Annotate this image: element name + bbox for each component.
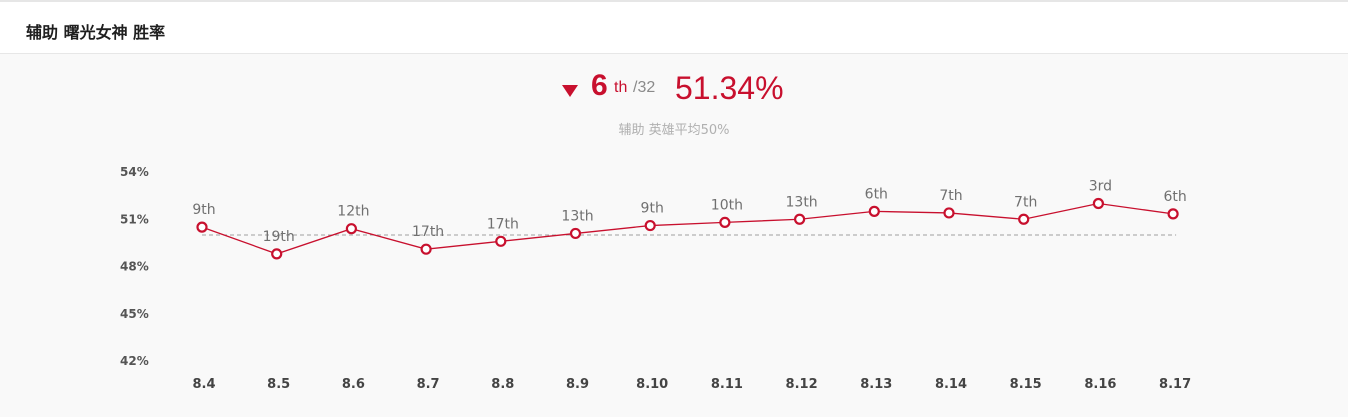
point-rank-label: 17th	[412, 224, 444, 240]
panel-header: 辅助 曙光女神 胜率	[0, 2, 1348, 54]
point-rank-label: 13th	[561, 208, 593, 224]
trend-down-icon	[562, 85, 578, 97]
point-rank-label: 7th	[1014, 194, 1037, 210]
x-axis: 8.4 8.5 8.6 8.7 8.8 8.9 8.10 8.11 8.12 8.13 8.14 8.…	[192, 377, 1191, 392]
x-tick-label: 8.17	[1159, 377, 1191, 392]
win-rate-value: 51.34%	[675, 70, 784, 106]
data-point	[1167, 208, 1179, 220]
point-rank-label: 7th	[939, 188, 962, 204]
point-rank-label: 3rd	[1089, 179, 1112, 195]
x-tick-label: 8.11	[711, 377, 743, 392]
y-tick-label: 45%	[120, 307, 149, 321]
data-point	[569, 227, 582, 240]
data-point	[271, 248, 283, 260]
x-tick-label: 8.9	[566, 377, 589, 392]
data-point	[793, 213, 806, 225]
subtitle: 辅助 英雄平均50%	[0, 119, 1348, 138]
data-point	[420, 243, 432, 255]
data-point	[644, 219, 656, 232]
point-rank-label: 9th	[192, 202, 215, 218]
x-tick-label: 8.7	[417, 377, 440, 392]
y-tick-label: 48%	[120, 260, 149, 274]
x-tick-label: 8.16	[1084, 377, 1116, 392]
y-tick-label: 54%	[120, 165, 149, 179]
data-point	[345, 223, 357, 235]
data-point	[719, 216, 731, 228]
y-tick-label: 51%	[120, 212, 149, 226]
rank-total: /32	[633, 79, 656, 96]
x-tick-label: 8.10	[636, 377, 668, 392]
data-point	[495, 235, 507, 247]
x-tick-label: 8.4	[192, 377, 215, 392]
series-line	[201, 202, 1174, 255]
data-point	[943, 207, 955, 219]
top-border	[0, 0, 1348, 2]
average-note: 辅助 英雄平均50%	[618, 123, 730, 138]
rank-suffix: th	[614, 79, 628, 96]
rank-number: 6	[591, 69, 608, 102]
x-tick-label: 8.12	[786, 377, 818, 392]
point-rank-label: 10th	[711, 197, 743, 213]
point-rank-label: 19th	[263, 229, 295, 245]
win-rate-line	[201, 202, 1174, 255]
x-tick-label: 8.5	[267, 377, 290, 392]
x-tick-label: 8.15	[1010, 377, 1042, 392]
point-rank-label: 13th	[786, 194, 818, 210]
rank-summary: 6 th /32 51.34%	[0, 66, 1348, 114]
data-point	[196, 221, 208, 233]
rank-labels: 9th 19th 12th 17th 17th 13th 9th 10th 13th 6th 7th…	[192, 179, 1186, 245]
point-rank-label: 6th	[1163, 189, 1186, 205]
x-tick-label: 8.13	[860, 377, 892, 392]
data-point	[1092, 197, 1105, 210]
x-tick-label: 8.6	[342, 377, 365, 392]
point-rank-label: 17th	[487, 216, 519, 232]
x-tick-label: 8.14	[935, 377, 967, 392]
point-rank-label: 9th	[641, 201, 664, 217]
data-point	[868, 205, 880, 217]
point-rank-label: 12th	[337, 204, 369, 220]
data-point	[1018, 213, 1030, 225]
page-title: 辅助 曙光女神 胜率	[26, 23, 166, 42]
data-points	[196, 197, 1179, 260]
y-tick-label: 42%	[120, 354, 149, 368]
x-tick-label: 8.8	[491, 377, 514, 392]
y-axis: 54% 51% 48% 45% 42%	[120, 165, 149, 368]
point-rank-label: 6th	[865, 186, 888, 202]
